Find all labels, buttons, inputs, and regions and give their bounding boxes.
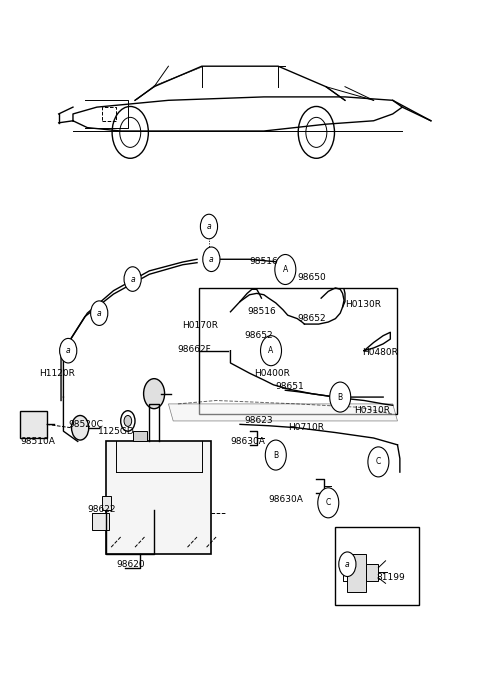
Text: a: a xyxy=(130,275,135,284)
Text: 98630A: 98630A xyxy=(269,495,303,504)
Bar xyxy=(336,527,419,605)
Text: 98620: 98620 xyxy=(116,560,144,569)
Text: H0400R: H0400R xyxy=(254,369,290,377)
Text: 98630A: 98630A xyxy=(230,437,265,446)
Circle shape xyxy=(91,301,108,325)
Circle shape xyxy=(275,255,296,284)
Text: A: A xyxy=(268,346,274,356)
Text: B: B xyxy=(273,451,278,460)
Text: 98623: 98623 xyxy=(245,416,274,425)
Bar xyxy=(366,564,378,582)
Text: 98650: 98650 xyxy=(297,273,326,282)
Text: C: C xyxy=(325,498,331,508)
Text: 98516: 98516 xyxy=(247,308,276,316)
Text: B: B xyxy=(337,393,343,401)
Bar xyxy=(21,411,47,438)
Circle shape xyxy=(203,247,220,271)
Bar xyxy=(348,554,366,592)
Polygon shape xyxy=(168,404,397,421)
Text: a: a xyxy=(97,309,102,318)
Text: 98510A: 98510A xyxy=(21,437,55,446)
Circle shape xyxy=(200,214,217,239)
Bar xyxy=(92,513,109,530)
Text: 98651: 98651 xyxy=(276,382,304,391)
Text: 98652: 98652 xyxy=(297,314,326,323)
Text: H0310R: H0310R xyxy=(355,406,391,415)
Text: H0170R: H0170R xyxy=(182,321,218,330)
Circle shape xyxy=(261,336,281,366)
Text: a: a xyxy=(66,346,71,356)
Text: H0480R: H0480R xyxy=(362,348,397,358)
Text: 98622: 98622 xyxy=(87,505,116,514)
Circle shape xyxy=(265,440,286,470)
Bar xyxy=(199,288,397,414)
Text: 81199: 81199 xyxy=(376,573,405,582)
FancyBboxPatch shape xyxy=(107,441,211,554)
Circle shape xyxy=(124,416,132,427)
Text: a: a xyxy=(209,255,214,264)
Text: 98662F: 98662F xyxy=(178,345,211,354)
Text: C: C xyxy=(376,458,381,466)
Text: A: A xyxy=(283,265,288,274)
Circle shape xyxy=(60,338,77,363)
Text: a: a xyxy=(345,560,350,569)
Text: H1120R: H1120R xyxy=(39,369,75,377)
Text: a: a xyxy=(207,222,211,231)
Circle shape xyxy=(144,379,165,409)
Circle shape xyxy=(330,382,351,412)
Circle shape xyxy=(124,266,141,291)
Text: 98520C: 98520C xyxy=(68,420,103,429)
Text: 98652: 98652 xyxy=(245,331,274,340)
Text: H0130R: H0130R xyxy=(345,301,381,310)
Bar xyxy=(102,496,111,510)
Text: 1125GD: 1125GD xyxy=(97,427,134,436)
Circle shape xyxy=(339,552,356,577)
Circle shape xyxy=(368,447,389,477)
Text: 98516: 98516 xyxy=(250,258,278,266)
Bar xyxy=(132,431,147,441)
Text: H0710R: H0710R xyxy=(288,423,324,432)
Circle shape xyxy=(72,416,89,440)
Circle shape xyxy=(318,488,339,518)
